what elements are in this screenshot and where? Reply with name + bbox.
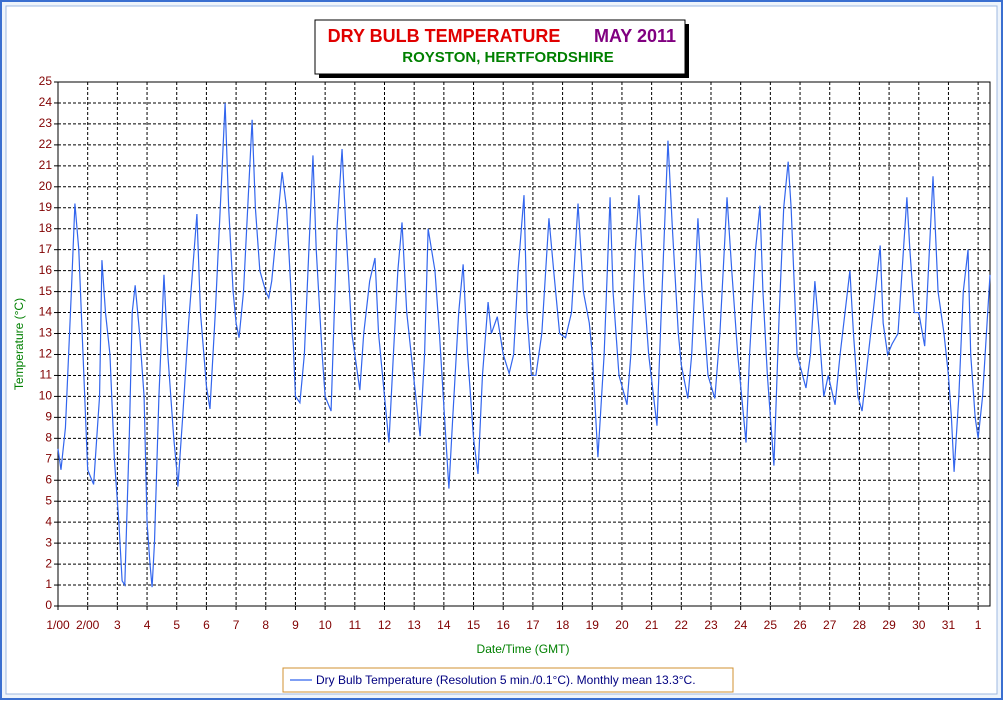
- legend-box: [282, 667, 734, 693]
- y-tick-label: 6: [45, 472, 52, 486]
- x-tick-label: 8: [262, 618, 269, 632]
- x-tick-label: 19: [586, 618, 600, 632]
- plot-background: [58, 82, 990, 606]
- x-tick-label: 6: [203, 618, 210, 632]
- x-tick-label: 28: [853, 618, 867, 632]
- y-tick-label: 22: [39, 137, 53, 151]
- y-tick-label: 8: [45, 430, 52, 444]
- y-axis-label: Temperature (°C): [12, 298, 26, 390]
- y-tick-label: 25: [39, 74, 53, 88]
- x-tick-label: 30: [912, 618, 926, 632]
- y-tick-label: 16: [39, 263, 53, 277]
- y-tick-label: 2: [45, 556, 52, 570]
- x-tick-label: 5: [173, 618, 180, 632]
- x-tick-label: 24: [734, 618, 748, 632]
- x-tick-label: 22: [675, 618, 689, 632]
- y-tick-label: 23: [39, 116, 53, 130]
- x-tick-label: 31: [942, 618, 956, 632]
- x-tick-label: 2/00: [76, 618, 100, 632]
- y-tick-label: 19: [39, 200, 53, 214]
- y-tick-label: 20: [39, 179, 53, 193]
- plot-border: [57, 81, 991, 607]
- y-tick-label: 12: [39, 347, 53, 361]
- legend-label: Dry Bulb Temperature (Resolution 5 min./…: [316, 673, 696, 687]
- y-tick-label: 1: [45, 577, 52, 591]
- x-tick-label: 25: [764, 618, 778, 632]
- x-tick-label: 12: [378, 618, 392, 632]
- x-tick-label: 3: [114, 618, 121, 632]
- y-tick-label: 14: [39, 305, 53, 319]
- y-tick-label: 3: [45, 535, 52, 549]
- y-tick-label: 5: [45, 493, 52, 507]
- x-tick-label: 21: [645, 618, 659, 632]
- x-tick-label: 14: [437, 618, 451, 632]
- y-tick-label: 13: [39, 326, 53, 340]
- x-tick-label: 1/00: [46, 618, 70, 632]
- x-tick-label: 18: [556, 618, 570, 632]
- x-axis-label: Date/Time (GMT): [477, 642, 570, 656]
- x-tick-label: 20: [615, 618, 629, 632]
- x-tick-label: 27: [823, 618, 837, 632]
- y-tick-label: 17: [39, 242, 53, 256]
- x-tick-label: 10: [318, 618, 332, 632]
- x-tick-label: 7: [233, 618, 240, 632]
- x-tick-label: 16: [497, 618, 511, 632]
- title-box: [314, 19, 686, 75]
- y-tick-label: 15: [39, 284, 53, 298]
- y-tick-label: 10: [39, 389, 53, 403]
- x-tick-label: 1: [975, 618, 982, 632]
- y-tick-label: 21: [39, 158, 53, 172]
- x-tick-label: 13: [407, 618, 421, 632]
- y-tick-label: 18: [39, 221, 53, 235]
- x-tick-label: 26: [793, 618, 807, 632]
- x-tick-label: 15: [467, 618, 481, 632]
- chart-title: DRY BULB TEMPERATURE: [328, 26, 561, 46]
- x-tick-label: 11: [349, 618, 362, 632]
- subtitle: ROYSTON, HERTFORDSHIRE: [402, 49, 613, 66]
- y-tick-label: 0: [45, 598, 52, 612]
- x-tick-label: 9: [292, 618, 299, 632]
- x-tick-label: 29: [882, 618, 896, 632]
- temperature-line: [57, 102, 991, 588]
- x-tick-label: 23: [704, 618, 718, 632]
- y-tick-label: 24: [39, 95, 53, 109]
- y-tick-label: 9: [45, 410, 52, 424]
- y-tick-label: 7: [45, 451, 52, 465]
- x-tick-label: 17: [526, 618, 540, 632]
- y-tick-label: 11: [40, 368, 53, 382]
- title-period: MAY 2011: [594, 26, 676, 46]
- y-tick-label: 4: [45, 514, 52, 528]
- x-tick-label: 4: [144, 618, 151, 632]
